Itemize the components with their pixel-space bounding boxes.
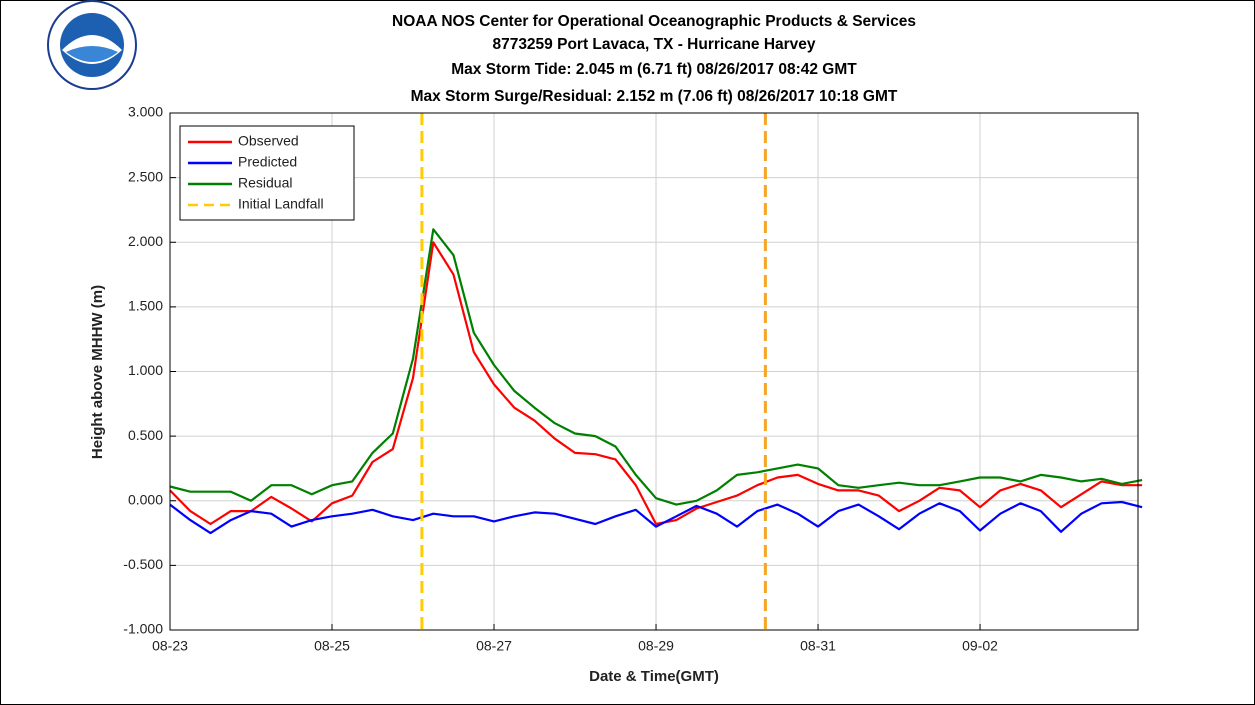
y-axis-label: Height above MHHW (m) <box>89 285 106 459</box>
x-tick-label: 08-23 <box>152 638 188 654</box>
data-line <box>169 241 1143 526</box>
y-tick-label: 1.000 <box>128 362 163 378</box>
axes-frame <box>169 112 1139 631</box>
y-tick-label: 3.000 <box>128 104 163 120</box>
y-tick-label: -1.000 <box>123 621 163 637</box>
x-axis-label: Date & Time(GMT) <box>589 668 719 685</box>
y-tick-label: -0.500 <box>123 556 163 572</box>
chart-subtitle: Max Storm Surge/Residual: 2.152 m (7.06 … <box>411 88 898 105</box>
legend: Observed Predicted Residual Initial Landfal… <box>179 125 355 221</box>
y-tick-label: 0.000 <box>128 491 163 507</box>
x-tick-label: 08-29 <box>638 638 674 654</box>
y-tick-label: 0.500 <box>128 427 163 443</box>
chart-subtitle: Max Storm Tide: 2.045 m (6.71 ft) 08/26/… <box>451 61 857 78</box>
x-tick-label: 08-31 <box>800 638 836 654</box>
y-tick-label: 2.000 <box>128 233 163 249</box>
legend-label: Observed <box>238 133 299 149</box>
x-tick-label: 08-25 <box>314 638 350 654</box>
legend-label: Residual <box>238 175 292 191</box>
x-tick-label: 09-02 <box>962 638 998 654</box>
y-tick-label: 2.500 <box>128 168 163 184</box>
legend-label: Initial Landfall <box>238 196 324 212</box>
logo <box>47 0 137 90</box>
data-line <box>169 500 1143 535</box>
chart-title: NOAA NOS Center for Operational Oceanogr… <box>392 13 916 30</box>
y-tick-label: 1.500 <box>128 298 163 314</box>
chart-subtitle: 8773259 Port Lavaca, TX - Hurricane Harv… <box>492 36 815 53</box>
data-line <box>169 228 1143 506</box>
x-tick-label: 08-27 <box>476 638 512 654</box>
legend-label: Predicted <box>238 154 297 170</box>
